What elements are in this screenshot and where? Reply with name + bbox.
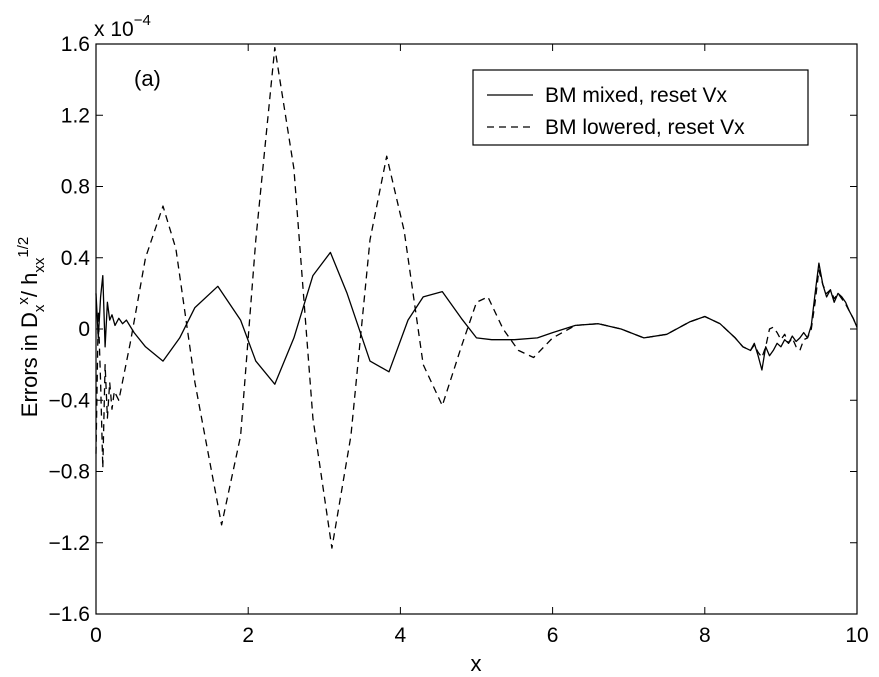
panel-annotation: (a): [134, 66, 161, 91]
series-line-mixed: [95, 251, 858, 385]
y-tick-label: −1.6: [49, 603, 90, 626]
series-group: [95, 46, 858, 549]
x-tick-label: 0: [90, 624, 102, 647]
legend-box: [472, 69, 809, 146]
y-axis-label-sub2: xx: [31, 257, 48, 273]
y-tick-label: 1.6: [61, 33, 90, 56]
y-axis-label-prefix: Errors in D: [17, 312, 42, 417]
y-tick-label: 1.2: [61, 104, 90, 127]
y-axis-label: Errors in Dxx/ hxx1/2: [15, 237, 48, 417]
y-tick-label: −0.4: [49, 389, 91, 412]
x-axis-label: x: [471, 651, 482, 676]
x-tick-label: 2: [242, 624, 254, 647]
y-tick-label: 0.4: [61, 247, 91, 270]
x-tick-label: 6: [547, 624, 559, 647]
legend-label: BM mixed, reset Vx: [545, 84, 728, 107]
x-tick-label: 8: [699, 624, 711, 647]
y-axis-label-sup2: 1/2: [15, 237, 32, 258]
y-axis-label-sup1: x: [15, 297, 32, 305]
y-scale-factor: x 10−4: [94, 12, 151, 41]
y-tick-label: −1.2: [49, 532, 90, 555]
x-tick-label: 10: [845, 624, 868, 647]
ticks-group: 0 2 4 6 8 10 −1.6 −1.2 −0.8 −0.4 0 0.4 0.8 1.2 1.6: [49, 33, 869, 647]
y-axis-label-sub1: x: [31, 304, 48, 312]
labels-group: (a) x x 10−4 Errors in Dxx/ hxx1/2: [15, 12, 482, 676]
y-scale-factor-base: x 10: [94, 18, 134, 41]
y-tick-label: 0.8: [61, 176, 90, 199]
y-tick-label: −0.8: [49, 461, 90, 484]
x-tick-label: 4: [395, 624, 407, 647]
legend: BM mixed, reset Vx BM lowered, reset Vx: [472, 69, 809, 146]
y-tick-label: 0: [78, 318, 90, 341]
legend-label: BM lowered, reset Vx: [545, 116, 745, 139]
y-scale-factor-exponent: −4: [134, 12, 151, 29]
y-axis-label-mid: / h: [17, 273, 42, 297]
